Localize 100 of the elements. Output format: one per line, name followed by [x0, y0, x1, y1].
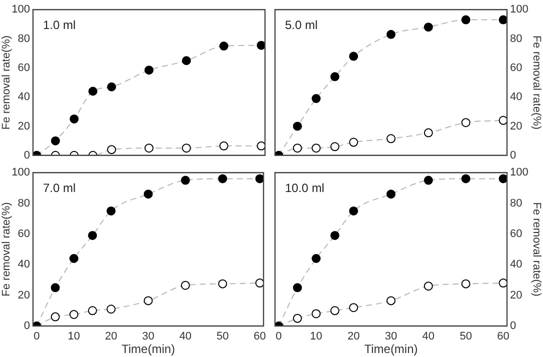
x-tick-label: 20	[104, 330, 118, 343]
point	[218, 279, 228, 288]
point	[182, 144, 191, 153]
point	[424, 128, 433, 138]
y-tick-label: 20	[510, 120, 522, 132]
y-tick-label: 40	[18, 91, 30, 104]
x-tick-label: 40	[422, 330, 435, 343]
y-tick-label: 80	[510, 197, 522, 210]
y-tick-label: 0	[24, 149, 30, 162]
y-tick-label: 60	[510, 62, 522, 74]
y-tick-label: 60	[510, 228, 522, 240]
point	[424, 176, 433, 185]
point	[180, 280, 190, 290]
point	[292, 314, 302, 323]
annotation: 7.0 ml	[43, 180, 76, 195]
point	[424, 22, 433, 32]
point	[88, 306, 97, 316]
point	[386, 134, 396, 144]
y-axis-title: Fe removal rate(%)	[530, 202, 542, 296]
y-tick-label: 60	[18, 228, 30, 240]
point	[330, 306, 340, 316]
point	[255, 278, 264, 288]
y-tick-label: 100	[12, 4, 30, 16]
point	[461, 15, 470, 24]
y-tick-label: 100	[510, 4, 528, 16]
point	[107, 145, 116, 154]
x-tick-label: 40	[179, 330, 192, 343]
y-tick-label: 0	[24, 320, 30, 332]
y-tick-label: 80	[18, 32, 30, 45]
y-tick-label: 80	[18, 197, 30, 210]
y-tick-label: 0	[510, 320, 516, 332]
point	[256, 40, 265, 50]
annotation: 1.0 ml	[43, 18, 76, 32]
point	[219, 42, 228, 51]
point	[69, 310, 78, 319]
point	[107, 82, 116, 92]
point	[144, 66, 154, 75]
point	[498, 15, 507, 24]
point	[349, 303, 358, 312]
y-tick-label: 100	[510, 166, 528, 179]
x-tick-label: 60	[254, 330, 266, 343]
y-axis-title: Fe removal rate(%)	[530, 35, 542, 130]
point	[330, 230, 340, 240]
y-tick-label: 60	[18, 62, 30, 74]
point	[312, 144, 321, 153]
y-axis-title: Fe removal rate(%)	[0, 35, 13, 130]
x-tick-label: 10	[68, 330, 80, 343]
y-tick-label: 40	[510, 258, 522, 271]
x-axis-title: Time(min)	[121, 342, 176, 356]
y-tick-label: 80	[510, 32, 522, 45]
point	[144, 296, 153, 306]
point	[349, 206, 358, 216]
point	[386, 190, 396, 199]
point	[386, 296, 396, 306]
point	[498, 278, 507, 288]
y-tick-label: 20	[18, 289, 30, 302]
y-tick-label: 40	[510, 91, 522, 104]
x-tick-label: 50	[216, 330, 229, 343]
point	[256, 141, 265, 150]
y-axis-title: Fe removal rate(%)	[0, 202, 13, 296]
y-tick-label: 20	[18, 120, 30, 132]
point	[461, 174, 470, 184]
point	[312, 309, 321, 318]
point	[461, 118, 470, 128]
point	[50, 283, 60, 292]
point	[50, 136, 60, 146]
point	[461, 279, 470, 288]
point	[424, 282, 433, 291]
point	[330, 142, 340, 152]
point	[218, 174, 228, 184]
point	[292, 283, 302, 292]
point	[349, 52, 358, 61]
point	[180, 176, 190, 185]
y-tick-label: 20	[510, 289, 522, 302]
point	[219, 141, 228, 150]
x-tick-label: 0	[34, 330, 40, 343]
point	[386, 30, 396, 39]
x-axis-title: Time(min)	[364, 342, 418, 356]
point	[50, 312, 60, 322]
point	[330, 72, 340, 82]
x-tick-label: 30	[384, 330, 398, 343]
annotation: 10.0 ml	[285, 180, 324, 195]
point	[182, 56, 191, 66]
point	[106, 206, 116, 216]
point	[106, 304, 116, 314]
x-tick-label: 10	[310, 330, 322, 343]
point	[292, 122, 302, 131]
annotation: 5.0 ml	[285, 18, 318, 32]
y-tick-label: 40	[18, 258, 30, 271]
x-tick-label: 20	[347, 330, 360, 343]
y-tick-label: 100	[12, 166, 30, 179]
point	[88, 230, 97, 240]
point	[144, 190, 153, 199]
point	[312, 254, 321, 264]
point	[312, 94, 321, 104]
point	[498, 174, 507, 184]
point	[255, 174, 264, 184]
point	[292, 144, 302, 153]
x-tick-label: 30	[142, 330, 154, 343]
point	[144, 144, 154, 153]
